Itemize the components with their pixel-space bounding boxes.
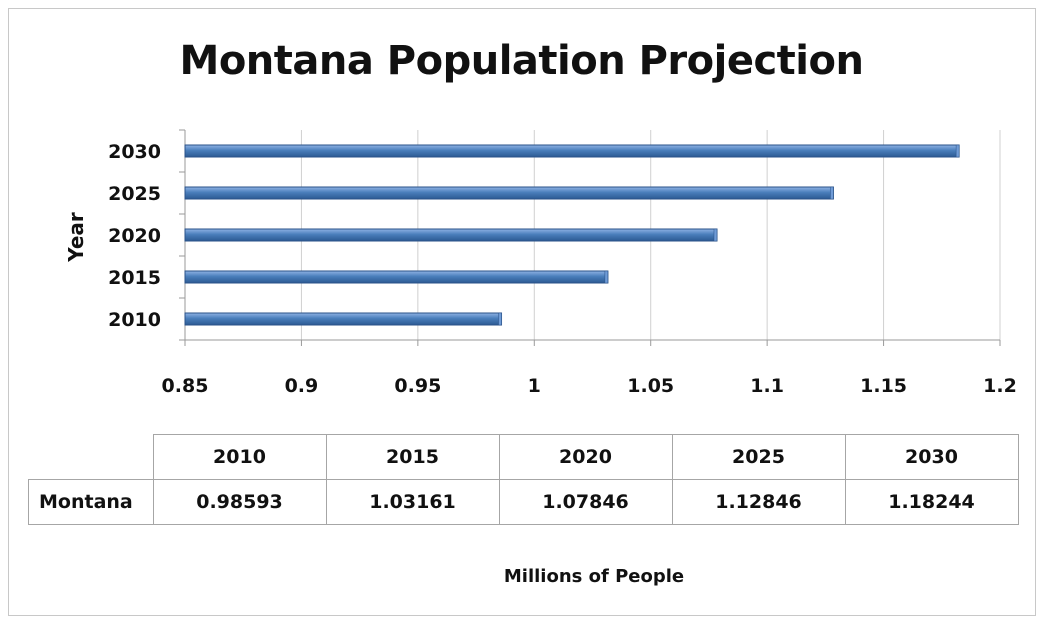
bar	[184, 186, 834, 200]
y-tick-label: 2010	[108, 309, 161, 331]
x-axis-label: Millions of People	[503, 566, 685, 587]
data-table-cell: 1.18244	[844, 479, 1019, 525]
data-table-header-cell: 2025	[671, 434, 846, 480]
bar-end-cap	[498, 312, 502, 326]
data-table-cell: 1.03161	[325, 479, 500, 525]
bars	[184, 144, 960, 326]
bar-end-cap	[955, 144, 960, 158]
y-tick-label: 2015	[108, 267, 161, 289]
data-table-row: Montana 0.98593 1.03161 1.07846 1.12846 …	[28, 479, 1019, 525]
data-table-row-label: Montana	[28, 479, 154, 525]
x-tick-label: 1	[528, 375, 541, 397]
bar-end-cap	[830, 186, 834, 200]
data-table-cell: 1.07846	[498, 479, 673, 525]
data-table-header-cell: 2020	[498, 434, 673, 480]
x-tick-label: 0.85	[162, 375, 209, 397]
x-tick-label: 0.95	[394, 375, 441, 397]
x-tick-label: 1.05	[627, 375, 674, 397]
data-table-header-row: 2010 2015 2020 2025 2030	[28, 434, 1019, 480]
data-table: 2010 2015 2020 2025 2030 Montana 0.98593…	[28, 434, 1019, 525]
bar	[184, 228, 718, 242]
data-table-cell: 1.12846	[671, 479, 846, 525]
y-tick-label: 2030	[108, 141, 161, 163]
y-tick-label: 2025	[108, 183, 161, 205]
bar	[184, 270, 609, 284]
data-table-header-cell: 2030	[844, 434, 1019, 480]
x-tick-label: 1.2	[983, 375, 1017, 397]
x-tick-label: 1.15	[860, 375, 907, 397]
bar-end-cap	[604, 270, 609, 284]
y-tick-label: 2020	[108, 225, 161, 247]
bar-end-cap	[713, 228, 718, 242]
x-tick-label: 0.9	[285, 375, 319, 397]
data-table-cell: 0.98593	[152, 479, 327, 525]
data-table-header-cell: 2010	[152, 434, 327, 480]
tick-labels: 0.85 0.9 0.95 1 1.05 1.1 1.15 1.2 2010 2015 2020 20…	[108, 141, 1017, 397]
x-tick-label: 1.1	[750, 375, 784, 397]
data-table-corner	[28, 434, 154, 480]
chart-title: Montana Population Projection	[179, 38, 864, 84]
data-table-header-cell: 2015	[325, 434, 500, 480]
bar	[184, 144, 960, 158]
bar	[184, 312, 503, 326]
